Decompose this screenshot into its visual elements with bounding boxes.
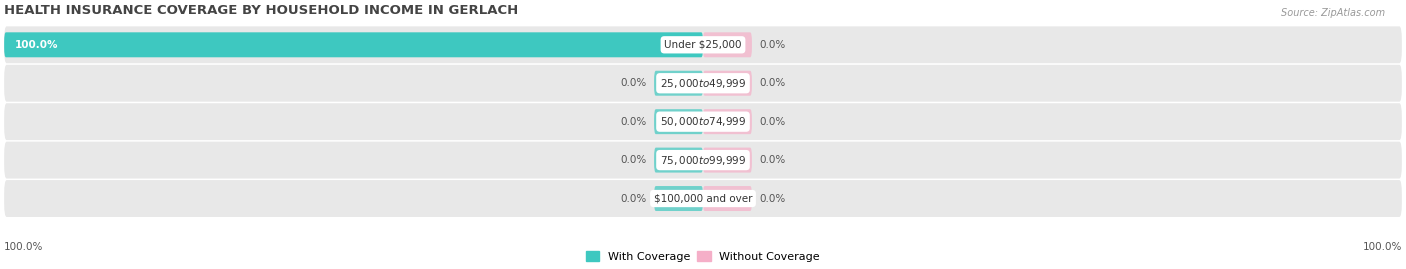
FancyBboxPatch shape	[654, 109, 703, 134]
FancyBboxPatch shape	[4, 103, 1402, 140]
FancyBboxPatch shape	[703, 186, 752, 211]
FancyBboxPatch shape	[703, 109, 752, 134]
Text: $75,000 to $99,999: $75,000 to $99,999	[659, 154, 747, 167]
FancyBboxPatch shape	[654, 148, 703, 173]
Text: $100,000 and over: $100,000 and over	[654, 193, 752, 204]
FancyBboxPatch shape	[703, 32, 752, 57]
FancyBboxPatch shape	[4, 26, 1402, 63]
FancyBboxPatch shape	[703, 71, 752, 96]
FancyBboxPatch shape	[654, 71, 703, 96]
Text: $25,000 to $49,999: $25,000 to $49,999	[659, 77, 747, 90]
Text: HEALTH INSURANCE COVERAGE BY HOUSEHOLD INCOME IN GERLACH: HEALTH INSURANCE COVERAGE BY HOUSEHOLD I…	[4, 4, 519, 17]
Text: 0.0%: 0.0%	[759, 117, 785, 127]
FancyBboxPatch shape	[4, 32, 703, 57]
FancyBboxPatch shape	[654, 186, 703, 211]
Text: 100.0%: 100.0%	[4, 242, 44, 252]
Text: 0.0%: 0.0%	[621, 117, 647, 127]
Text: Under $25,000: Under $25,000	[664, 40, 742, 50]
Text: 100.0%: 100.0%	[1362, 242, 1402, 252]
FancyBboxPatch shape	[4, 142, 1402, 179]
FancyBboxPatch shape	[703, 148, 752, 173]
Text: 0.0%: 0.0%	[759, 40, 785, 50]
Text: 100.0%: 100.0%	[14, 40, 58, 50]
Text: 0.0%: 0.0%	[759, 155, 785, 165]
Text: $50,000 to $74,999: $50,000 to $74,999	[659, 115, 747, 128]
Text: 0.0%: 0.0%	[759, 78, 785, 88]
FancyBboxPatch shape	[4, 65, 1402, 102]
Text: 0.0%: 0.0%	[759, 193, 785, 204]
Text: 0.0%: 0.0%	[621, 193, 647, 204]
Text: Source: ZipAtlas.com: Source: ZipAtlas.com	[1281, 8, 1385, 18]
Text: 0.0%: 0.0%	[621, 155, 647, 165]
FancyBboxPatch shape	[4, 180, 1402, 217]
Legend: With Coverage, Without Coverage: With Coverage, Without Coverage	[582, 247, 824, 266]
Text: 0.0%: 0.0%	[621, 78, 647, 88]
